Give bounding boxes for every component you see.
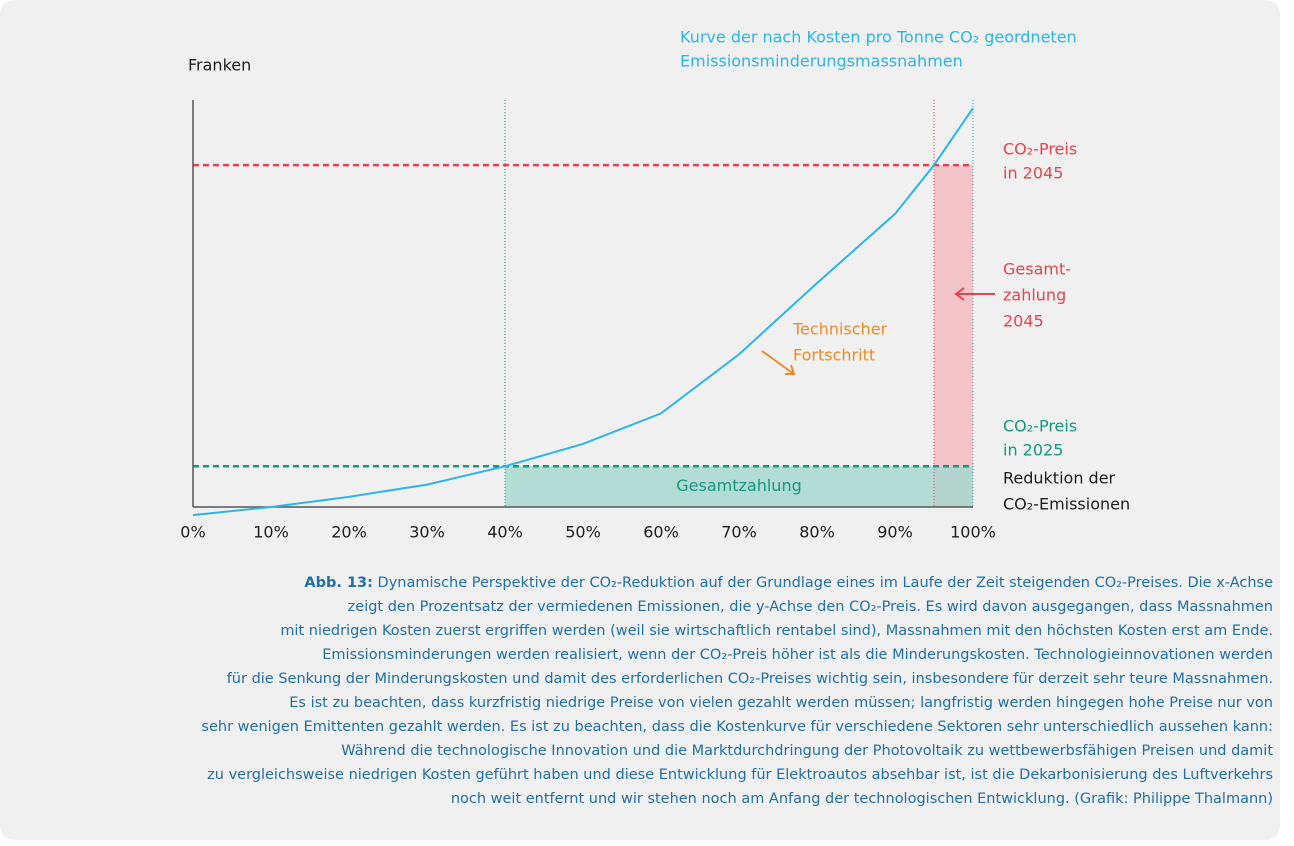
caption-text: Während die technologische Innovation un… (341, 743, 1273, 759)
progress-arrow (761, 350, 796, 375)
x-tick-label: 40% (487, 523, 523, 542)
x-tick-label: 60% (643, 523, 679, 542)
caption-text: für die Senkung der Minderungskosten und… (227, 671, 1273, 687)
total-2045-label: 2045 (1003, 312, 1044, 331)
progress-label: Technischer (792, 320, 888, 339)
x-tick-label: 0% (180, 523, 205, 542)
total-arrow (954, 287, 995, 301)
caption-line: zeigt den Prozentsatz der vermiedenen Em… (348, 599, 1273, 615)
caption-line: Abb. 13: Dynamische Perspektive der CO₂-… (304, 575, 1273, 591)
caption-text: sehr wenigen Emittenten gezahlt werden. … (201, 719, 1273, 735)
x-tick-label: 20% (331, 523, 367, 542)
total-2045-label: Gesamt- (1003, 260, 1071, 279)
x-axis-label: CO₂-Emissionen (1003, 495, 1130, 514)
caption-line: zu vergleichsweise niedrigen Kosten gefü… (207, 767, 1273, 783)
x-tick-label: 100% (950, 523, 996, 542)
caption-text: Emissionsminderungen werden realisiert, … (322, 647, 1273, 663)
price-label: CO₂-Preis (1003, 417, 1077, 436)
total-2045-label: zahlung (1003, 286, 1066, 305)
progress-label: Fortschritt (793, 346, 875, 365)
x-tick-label: 80% (799, 523, 835, 542)
caption-text: mit niedrigen Kosten zuerst ergriffen we… (280, 623, 1273, 639)
x-axis-label: Reduktion der (1003, 469, 1116, 488)
x-tick-label: 70% (721, 523, 757, 542)
caption-line: Es ist zu beachten, dass kurzfristig nie… (289, 695, 1273, 711)
caption-line: noch weit entfernt und wir stehen noch a… (451, 791, 1273, 807)
caption-text: Es ist zu beachten, dass kurzfristig nie… (289, 695, 1273, 711)
curve-label: Kurve der nach Kosten pro Tonne CO₂ geor… (680, 28, 1077, 47)
curve-label: Emissionsminderungsmassnahmen (680, 52, 963, 71)
caption-line: für die Senkung der Minderungskosten und… (227, 671, 1273, 687)
caption-text: zeigt den Prozentsatz der vermiedenen Em… (348, 599, 1273, 615)
caption-text: Dynamische Perspektive der CO₂-Reduktion… (373, 575, 1273, 591)
cost-curve (192, 107, 974, 517)
price-area (505, 466, 973, 507)
caption-text: noch weit entfernt und wir stehen noch a… (451, 791, 1273, 807)
price-label: in 2045 (1003, 164, 1063, 183)
y-axis-label: Franken (188, 56, 251, 75)
caption-line: Emissionsminderungen werden realisiert, … (322, 647, 1273, 663)
caption-line: mit niedrigen Kosten zuerst ergriffen we… (280, 623, 1273, 639)
area-label: Gesamtzahlung (676, 476, 801, 495)
price-area (934, 165, 973, 507)
x-tick-label: 50% (565, 523, 601, 542)
price-label: in 2025 (1003, 441, 1063, 460)
caption-label: Abb. 13: (304, 575, 373, 591)
x-tick-label: 10% (253, 523, 289, 542)
price-label: CO₂-Preis (1003, 140, 1077, 159)
caption-line: Während die technologische Innovation un… (341, 743, 1273, 759)
x-tick-label: 30% (409, 523, 445, 542)
x-tick-label: 90% (877, 523, 913, 542)
caption-line: sehr wenigen Emittenten gezahlt werden. … (201, 719, 1273, 735)
caption-text: zu vergleichsweise niedrigen Kosten gefü… (207, 767, 1273, 783)
